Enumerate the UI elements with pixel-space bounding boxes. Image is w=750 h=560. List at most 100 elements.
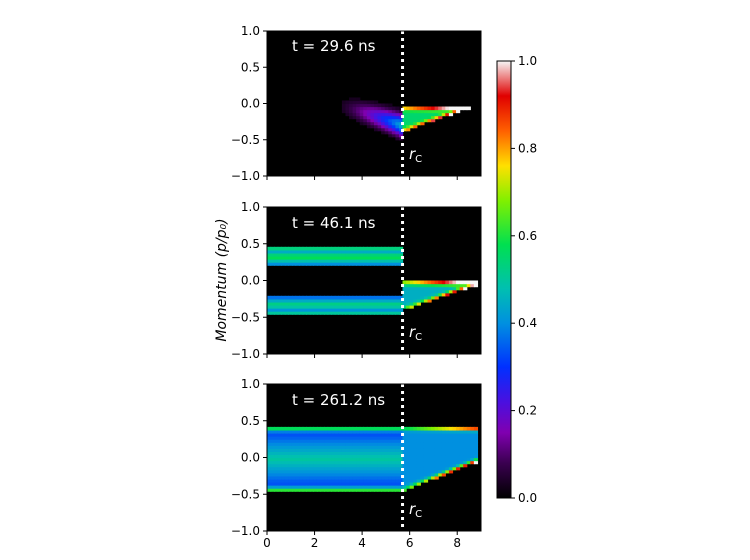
heatmap-cell-3	[448, 457, 454, 462]
heatmap-cell-2	[341, 259, 347, 263]
heatmap-cell-2	[413, 292, 418, 297]
heatmap-cell-3	[416, 429, 421, 434]
heatmap-cell-3	[313, 460, 318, 465]
heatmap-cell-3	[299, 429, 304, 434]
heatmap-cell-3	[334, 426, 339, 431]
heatmap-cell-2	[331, 298, 336, 303]
heatmap-cell-2	[381, 262, 386, 266]
heatmap-cell-2	[352, 259, 357, 263]
heatmap-cell-2	[409, 280, 414, 285]
panel-2-ytick-label: −1.0	[231, 347, 260, 361]
heatmap-cell-3	[366, 485, 372, 489]
heatmap-cell-3	[277, 436, 282, 440]
heatmap-cell-2	[299, 311, 304, 315]
heatmap-cell-3	[306, 442, 311, 446]
heatmap-cell-3	[463, 429, 468, 434]
heatmap-cell-2	[395, 305, 400, 309]
heatmap-cell-3	[438, 445, 443, 449]
heatmap-cell-1	[359, 115, 364, 120]
heatmap-cell-3	[374, 436, 379, 440]
heatmap-cell-3	[427, 436, 432, 440]
heatmap-cell-2	[331, 249, 336, 254]
heatmap-cell-2	[473, 283, 479, 288]
heatmap-cell-3	[416, 436, 421, 440]
heatmap-cell-1	[377, 103, 382, 108]
heatmap-cell-3	[331, 475, 336, 480]
colorbar-tick-label: 0.8	[518, 141, 537, 155]
heatmap-cell-3	[434, 454, 439, 459]
heatmap-cell-3	[327, 445, 332, 449]
heatmap-cell-3	[277, 426, 282, 431]
heatmap-cell-3	[370, 445, 375, 449]
heatmap-cell-1	[366, 103, 372, 108]
heatmap-cell-3	[391, 485, 396, 489]
heatmap-cell-3	[274, 445, 279, 449]
heatmap-cell-3	[320, 466, 325, 471]
heatmap-cell-2	[320, 301, 325, 306]
heatmap-cell-2	[370, 311, 375, 315]
heatmap-cell-3	[388, 469, 393, 474]
heatmap-cell-3	[370, 436, 375, 440]
heatmap-cell-2	[434, 295, 439, 300]
heatmap-cell-3	[295, 475, 300, 480]
heatmap-cell-3	[331, 451, 336, 456]
heatmap-cell-2	[341, 256, 347, 260]
heatmap-cell-2	[448, 286, 454, 291]
heatmap-cell-3	[466, 445, 471, 449]
heatmap-cell-3	[356, 433, 361, 437]
heatmap-cell-3	[398, 469, 404, 474]
heatmap-cell-3	[423, 426, 429, 431]
heatmap-cell-2	[274, 308, 279, 312]
heatmap-cell-3	[284, 442, 289, 446]
heatmap-cell-3	[448, 451, 454, 456]
heatmap-cell-1	[406, 115, 411, 120]
heatmap-cell-3	[473, 442, 479, 446]
heatmap-cell-2	[384, 308, 389, 312]
heatmap-cell-3	[341, 469, 347, 474]
heatmap-cell-2	[338, 246, 343, 251]
heatmap-cell-2	[281, 295, 286, 300]
heatmap-cell-3	[370, 466, 375, 471]
heatmap-cell-3	[345, 457, 350, 462]
heatmap-cell-3	[316, 454, 322, 459]
heatmap-cell-3	[302, 451, 307, 456]
heatmap-cell-3	[416, 466, 421, 471]
heatmap-cell-3	[349, 454, 354, 459]
heatmap-cell-3	[381, 457, 386, 462]
heatmap-cell-3	[384, 426, 389, 431]
heatmap-cell-1	[381, 121, 386, 126]
heatmap-cell-3	[302, 469, 307, 474]
heatmap-cell-3	[423, 429, 429, 434]
heatmap-cell-1	[345, 109, 350, 114]
heatmap-cell-3	[341, 463, 347, 468]
heatmap-cell-2	[338, 256, 343, 260]
heatmap-cell-3	[341, 482, 347, 486]
heatmap-cell-3	[416, 439, 421, 443]
heatmap-cell-2	[359, 301, 364, 306]
heatmap-cell-3	[384, 485, 389, 489]
heatmap-cell-3	[299, 463, 304, 468]
heatmap-cell-2	[295, 256, 300, 260]
heatmap-cell-3	[409, 485, 414, 489]
heatmap-cell-1	[409, 106, 414, 111]
heatmap-cell-2	[274, 305, 279, 309]
heatmap-cell-3	[402, 442, 407, 446]
heatmap-cell-2	[420, 298, 425, 303]
heatmap-cell-3	[306, 426, 311, 431]
heatmap-cell-3	[420, 460, 425, 465]
heatmap-cell-3	[309, 472, 314, 477]
heatmap-cell-2	[320, 259, 325, 263]
panel-3-xtick-label: 8	[453, 536, 461, 550]
panel-2-ytick-label: 0.0	[241, 274, 260, 288]
heatmap-cell-2	[409, 289, 414, 294]
heatmap-cell-3	[388, 448, 393, 452]
panel-2-yaxis: 1.00.50.0−0.5−1.0	[231, 200, 267, 361]
heatmap-cell-3	[356, 445, 361, 449]
heatmap-cell-3	[434, 436, 439, 440]
heatmap-cell-3	[431, 429, 436, 434]
heatmap-cell-3	[338, 466, 343, 471]
heatmap-cell-1	[423, 112, 429, 117]
heatmap-cell-2	[288, 246, 293, 251]
heatmap-cell-3	[320, 488, 325, 492]
